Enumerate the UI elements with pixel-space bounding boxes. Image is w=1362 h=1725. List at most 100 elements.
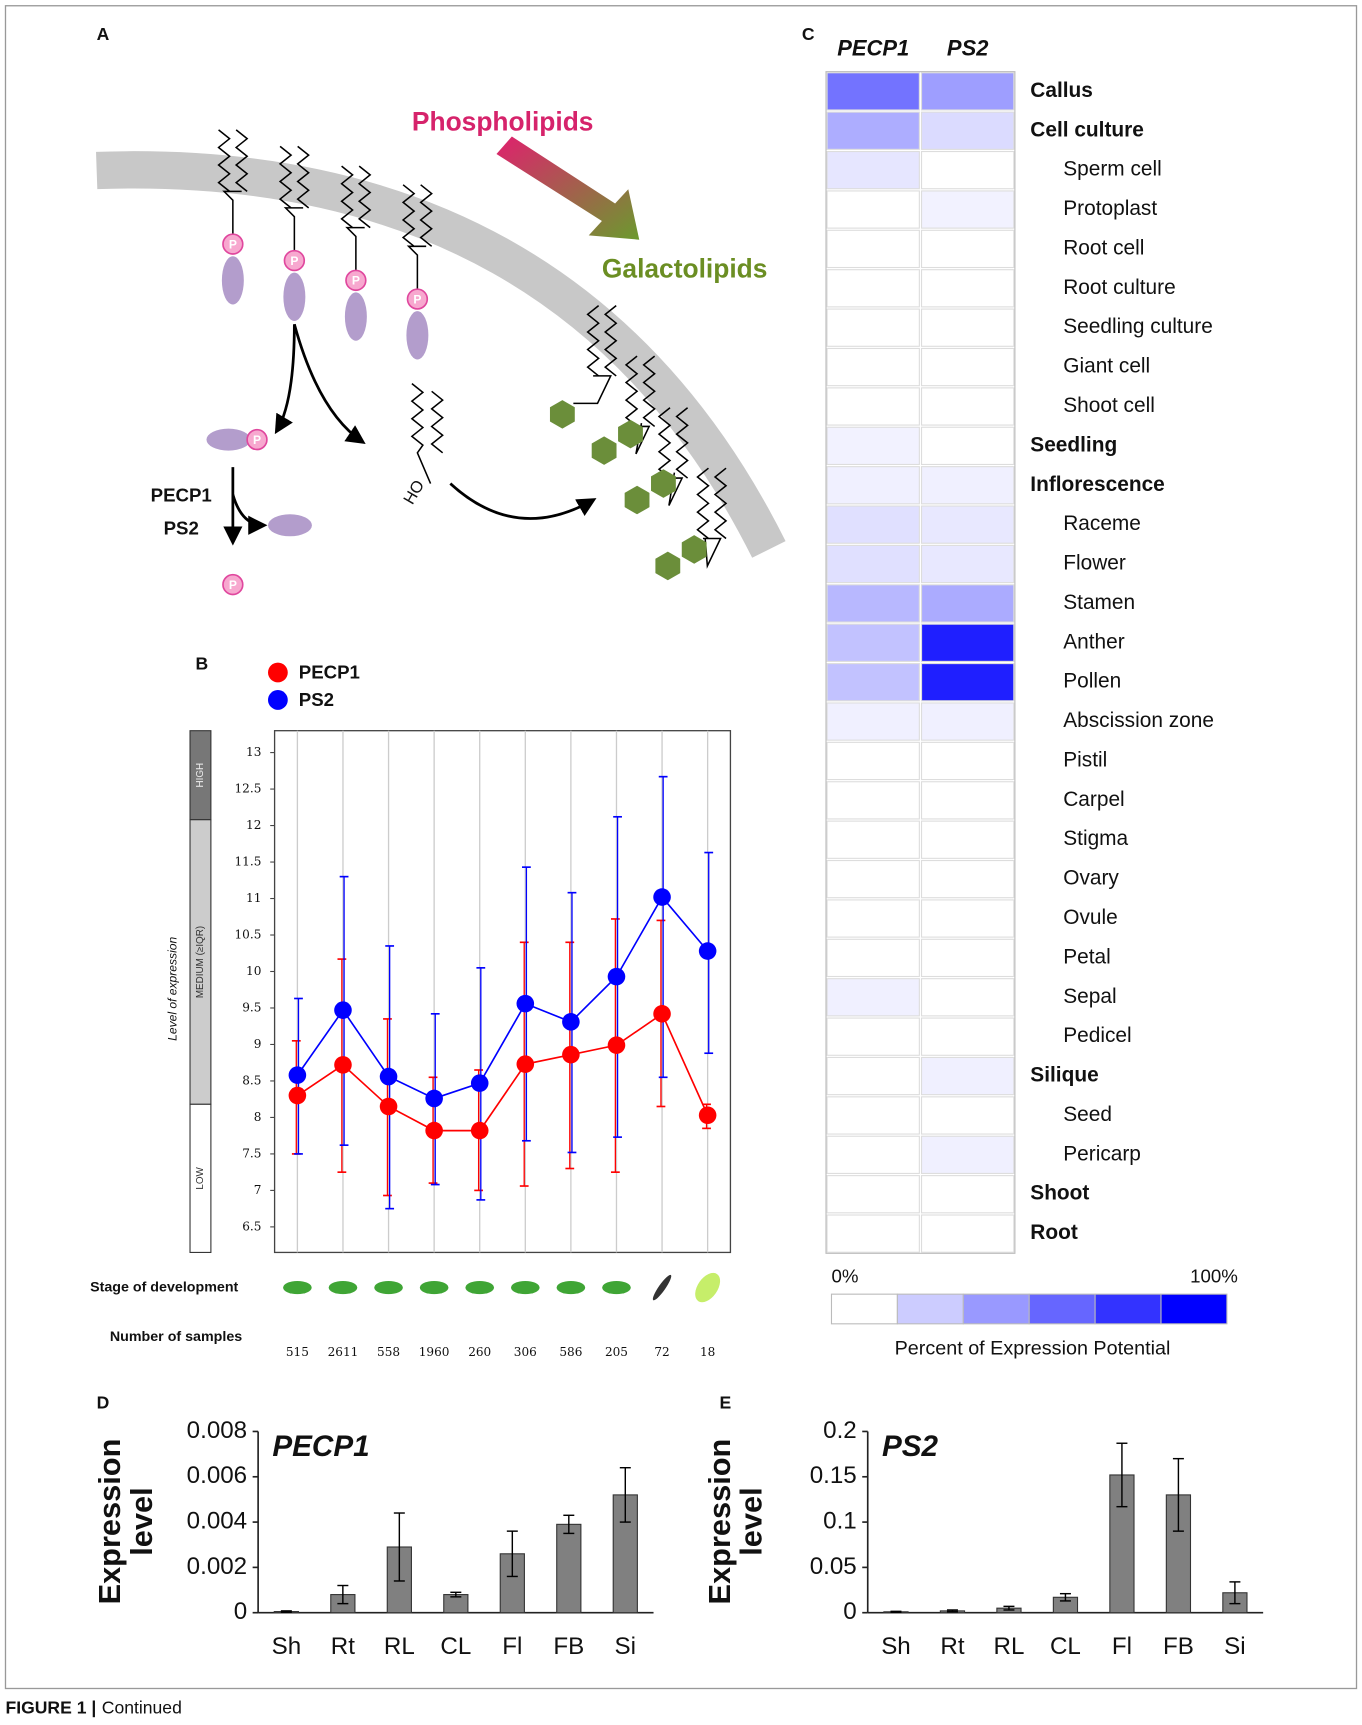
phosphate-label: P [229,237,237,251]
heat-cell [922,545,1014,582]
legend-label: PS2 [299,689,334,710]
heat-cell [922,506,1014,543]
head-group [222,256,244,304]
y-axis-label: level [124,1487,159,1555]
legend-label: PECP1 [299,662,360,683]
y-tick-label: 0.2 [823,1417,857,1444]
band-label: LOW [195,1166,206,1189]
row-label: Stigma [1063,827,1128,850]
heat-cell [922,861,1014,898]
heat-cell [922,309,1014,346]
data-point [289,1087,307,1105]
stage-icon [374,1281,403,1294]
data-point [471,1074,489,1092]
data-point [608,1036,626,1054]
heat-cell [922,703,1014,740]
heat-cell [827,506,919,543]
heat-cell [827,348,919,385]
figure: A Phospholipids Galactolipids PECP1 PS2 … [0,0,1362,1725]
lipid-stem [573,376,610,403]
heat-cell [922,270,1014,307]
heat-cell [827,782,919,819]
galactose [625,486,650,515]
heat-cell [922,191,1014,228]
heat-cell [922,1215,1014,1252]
heat-cell [827,585,919,622]
sample-count: 558 [377,1345,400,1359]
data-point [562,1046,580,1064]
galactose [682,535,707,564]
y-axis-label: Expression [92,1439,127,1605]
chart-title: PECP1 [272,1430,369,1463]
data-point [334,1056,352,1074]
head-group [406,311,428,359]
heat-cell [922,782,1014,819]
sample-count: 18 [700,1345,715,1359]
heat-cell [827,1018,919,1055]
heat-cell [827,861,919,898]
phosphate-label: P [413,292,421,306]
caption-label: FIGURE 1 | [5,1697,96,1717]
heat-cell [827,1057,919,1094]
heat-cell [827,624,919,661]
sample-count: 306 [514,1345,537,1359]
row-label: Root [1030,1221,1078,1244]
heat-cell [922,427,1014,464]
sample-count: 2611 [328,1345,359,1359]
row-label: Root culture [1063,276,1175,299]
heat-cell [922,624,1014,661]
heat-cell [827,545,919,582]
sample-count: 72 [654,1345,669,1359]
heat-cell [827,467,919,504]
row-label: Petal [1063,945,1111,968]
heat-cell [922,1136,1014,1173]
galactose [618,420,643,449]
stage-icon [651,1273,674,1302]
head-group [345,292,367,340]
row-label: Ovule [1063,906,1118,929]
y-tick-label: 7 [254,1183,262,1197]
legend-tick-label: 100% [1190,1266,1238,1287]
stage-icon [283,1281,312,1294]
y-tick-label: 0.004 [187,1507,247,1534]
samples-label: Number of samples [110,1329,242,1345]
heat-cell [827,742,919,779]
stage-icon [420,1281,449,1294]
lipid-tail [697,468,708,538]
legend-marker [268,663,288,683]
heat-cell [827,73,919,110]
legend-swatch [1161,1294,1227,1324]
y-tick-label: 0 [843,1598,856,1625]
panel-label: B [196,653,209,673]
heat-cell [827,427,919,464]
galactose [592,436,617,465]
heat-cell [922,348,1014,385]
head-group [268,514,312,536]
lipid-stem [347,228,365,271]
row-label: Abscission zone [1063,709,1214,732]
row-label: Root cell [1063,236,1144,259]
x-tick-label: Rt [331,1633,355,1660]
y-axis-label: Level of expression [166,937,180,1041]
y-axis-label: level [734,1487,769,1555]
reaction-arrow [294,324,362,442]
heat-cell [922,1057,1014,1094]
heat-cell [922,1018,1014,1055]
stage-icon [557,1281,586,1294]
row-label: Pedicel [1063,1024,1131,1047]
lipid-stem [286,208,304,251]
enzyme-label: PECP1 [151,485,212,506]
legend-swatch [1095,1294,1161,1324]
heat-cell [827,152,919,189]
legend-swatch [831,1294,897,1324]
y-tick-label: 11 [246,891,261,905]
data-point [334,1001,352,1019]
heat-cell [922,742,1014,779]
phospholipids-label: Phospholipids [412,106,594,136]
caption: FIGURE 1 |Continued [5,1697,181,1717]
panel-label: E [719,1393,731,1413]
x-tick-label: FB [553,1633,584,1660]
panel-label: D [97,1393,110,1413]
galactose [651,469,676,498]
x-tick-label: Si [1224,1633,1245,1660]
